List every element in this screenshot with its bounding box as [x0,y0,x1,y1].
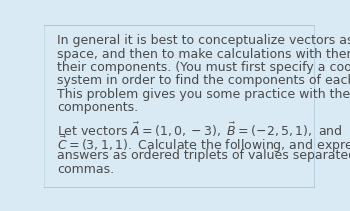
Text: their components. (You must first specify a coordinate: their components. (You must first specif… [57,61,350,74]
Text: Let vectors $\vec{A} = (1, 0, -3),\ \vec{B} = (-2, 5, 1),$ and: Let vectors $\vec{A} = (1, 0, -3),\ \vec… [57,120,342,139]
Text: components.: components. [57,101,138,114]
FancyBboxPatch shape [44,25,315,188]
Text: space, and then to make calculations with them using: space, and then to make calculations wit… [57,47,350,61]
Text: In general it is best to conceptualize vectors as arrows in: In general it is best to conceptualize v… [57,34,350,47]
Text: This problem gives you some practice with the: This problem gives you some practice wit… [57,88,350,101]
Text: commas.: commas. [57,163,114,176]
Text: answers as ordered triplets of values separated by: answers as ordered triplets of values se… [57,149,350,162]
Text: $\vec{C} = (3, 1, 1).$ Calculate the following, and express your: $\vec{C} = (3, 1, 1).$ Calculate the fol… [57,135,350,155]
Text: system in order to find the components of each arrow.): system in order to find the components o… [57,74,350,87]
